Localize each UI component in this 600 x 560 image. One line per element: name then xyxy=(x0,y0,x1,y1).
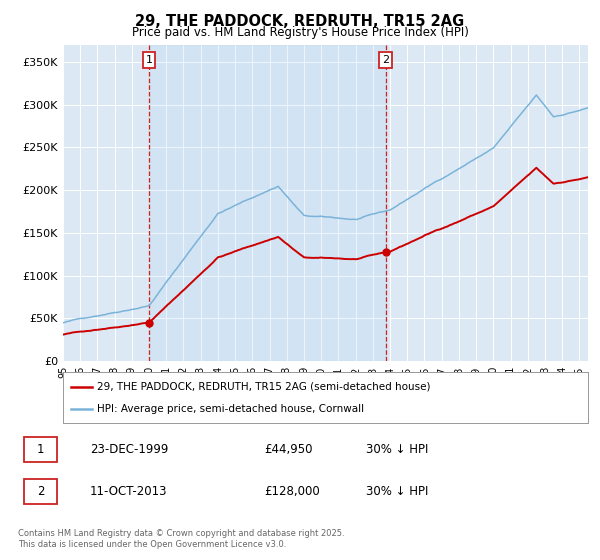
Text: 1: 1 xyxy=(37,443,44,456)
FancyBboxPatch shape xyxy=(24,437,57,462)
Bar xyxy=(149,45,386,361)
FancyBboxPatch shape xyxy=(24,479,57,504)
Text: £44,950: £44,950 xyxy=(264,443,313,456)
Text: 30% ↓ HPI: 30% ↓ HPI xyxy=(366,443,428,456)
Text: Price paid vs. HM Land Registry's House Price Index (HPI): Price paid vs. HM Land Registry's House … xyxy=(131,26,469,39)
Text: Contains HM Land Registry data © Crown copyright and database right 2025.
This d: Contains HM Land Registry data © Crown c… xyxy=(18,529,344,549)
Text: 29, THE PADDOCK, REDRUTH, TR15 2AG: 29, THE PADDOCK, REDRUTH, TR15 2AG xyxy=(136,14,464,29)
Text: HPI: Average price, semi-detached house, Cornwall: HPI: Average price, semi-detached house,… xyxy=(97,404,364,414)
Text: 30% ↓ HPI: 30% ↓ HPI xyxy=(366,485,428,498)
Text: 1: 1 xyxy=(146,55,152,65)
Text: 29, THE PADDOCK, REDRUTH, TR15 2AG (semi-detached house): 29, THE PADDOCK, REDRUTH, TR15 2AG (semi… xyxy=(97,381,431,391)
Text: 11-OCT-2013: 11-OCT-2013 xyxy=(90,485,167,498)
Text: 2: 2 xyxy=(37,485,44,498)
Text: 2: 2 xyxy=(382,55,389,65)
Text: £128,000: £128,000 xyxy=(264,485,320,498)
Text: 23-DEC-1999: 23-DEC-1999 xyxy=(90,443,169,456)
